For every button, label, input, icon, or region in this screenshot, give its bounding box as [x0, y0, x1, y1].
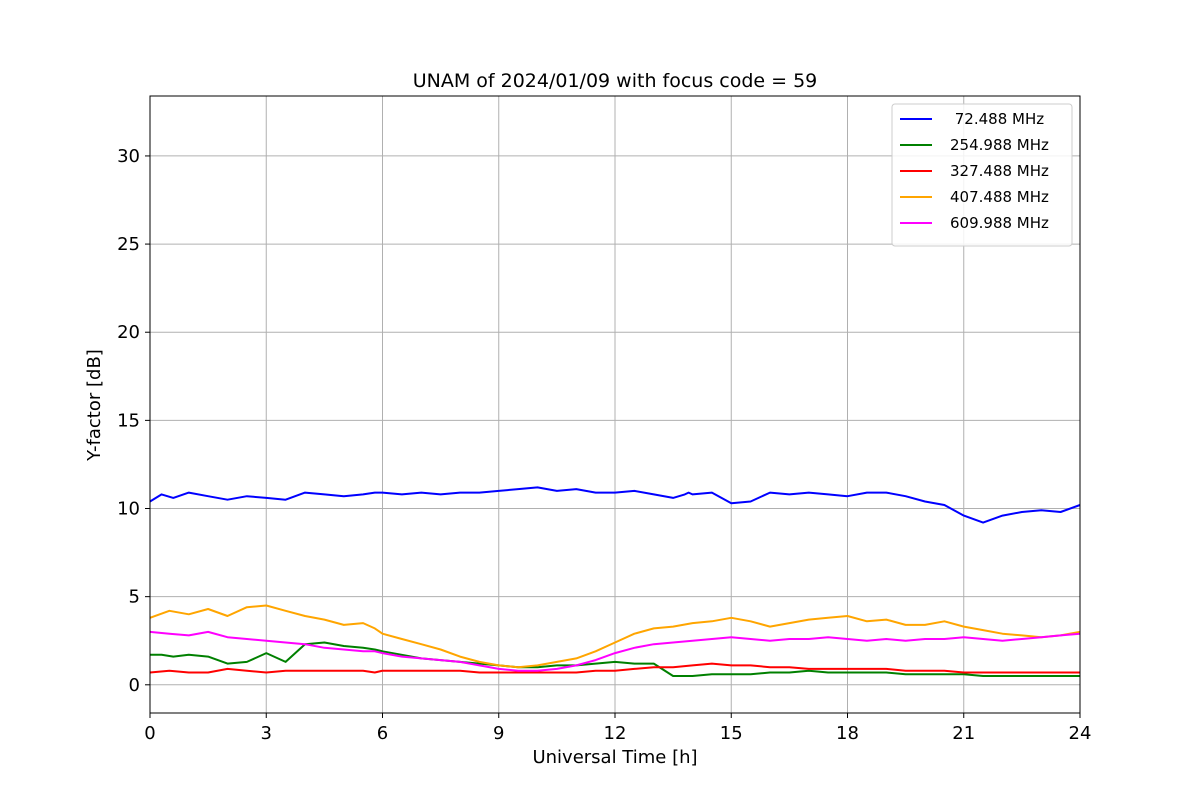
tick-group: 0 3 6 9 12 15 18 21 24 0 5 10 15 20 25 30 — [117, 146, 1091, 744]
y-tick-label: 5 — [129, 587, 140, 608]
y-axis-label: Y-factor [dB] — [84, 349, 105, 462]
y-tick-label: 10 — [117, 499, 140, 520]
x-tick-label: 12 — [604, 723, 627, 744]
series-line-2 — [150, 641, 1080, 677]
x-tick-label: 21 — [952, 723, 975, 744]
legend-label: 254.988 MHz — [950, 136, 1049, 154]
series-line-5 — [149, 630, 1081, 672]
x-tick-label: 15 — [720, 723, 743, 744]
y-tick-label: 20 — [117, 322, 140, 343]
x-tick-label: 3 — [261, 723, 272, 744]
legend-label: 327.488 MHz — [950, 162, 1049, 180]
series-group — [149, 486, 1081, 677]
series-line-1 — [149, 486, 1081, 524]
x-tick-label: 18 — [836, 723, 859, 744]
legend-label: 72.488 MHz — [950, 110, 1044, 128]
x-tick-label: 24 — [1069, 723, 1092, 744]
y-tick-label: 0 — [129, 675, 140, 696]
y-tick-label: 25 — [117, 234, 140, 255]
legend-label: 609.988 MHz — [950, 214, 1049, 232]
x-axis-label: Universal Time [h] — [532, 747, 697, 768]
legend-label: 407.488 MHz — [950, 188, 1049, 206]
legend: 72.488 MHz 254.988 MHz 327.488 MHz 407.488 … — [891, 103, 1073, 247]
y-tick-label: 30 — [117, 146, 140, 167]
chart-title: UNAM of 2024/01/09 with focus code = 59 — [413, 70, 818, 92]
y-tick-label: 15 — [117, 410, 140, 431]
series-line-4 — [149, 604, 1081, 669]
x-tick-label: 9 — [493, 723, 504, 744]
x-tick-label: 0 — [144, 723, 155, 744]
x-tick-label: 6 — [377, 723, 388, 744]
legend-box — [891, 103, 1073, 247]
series-line-3 — [149, 662, 1080, 674]
